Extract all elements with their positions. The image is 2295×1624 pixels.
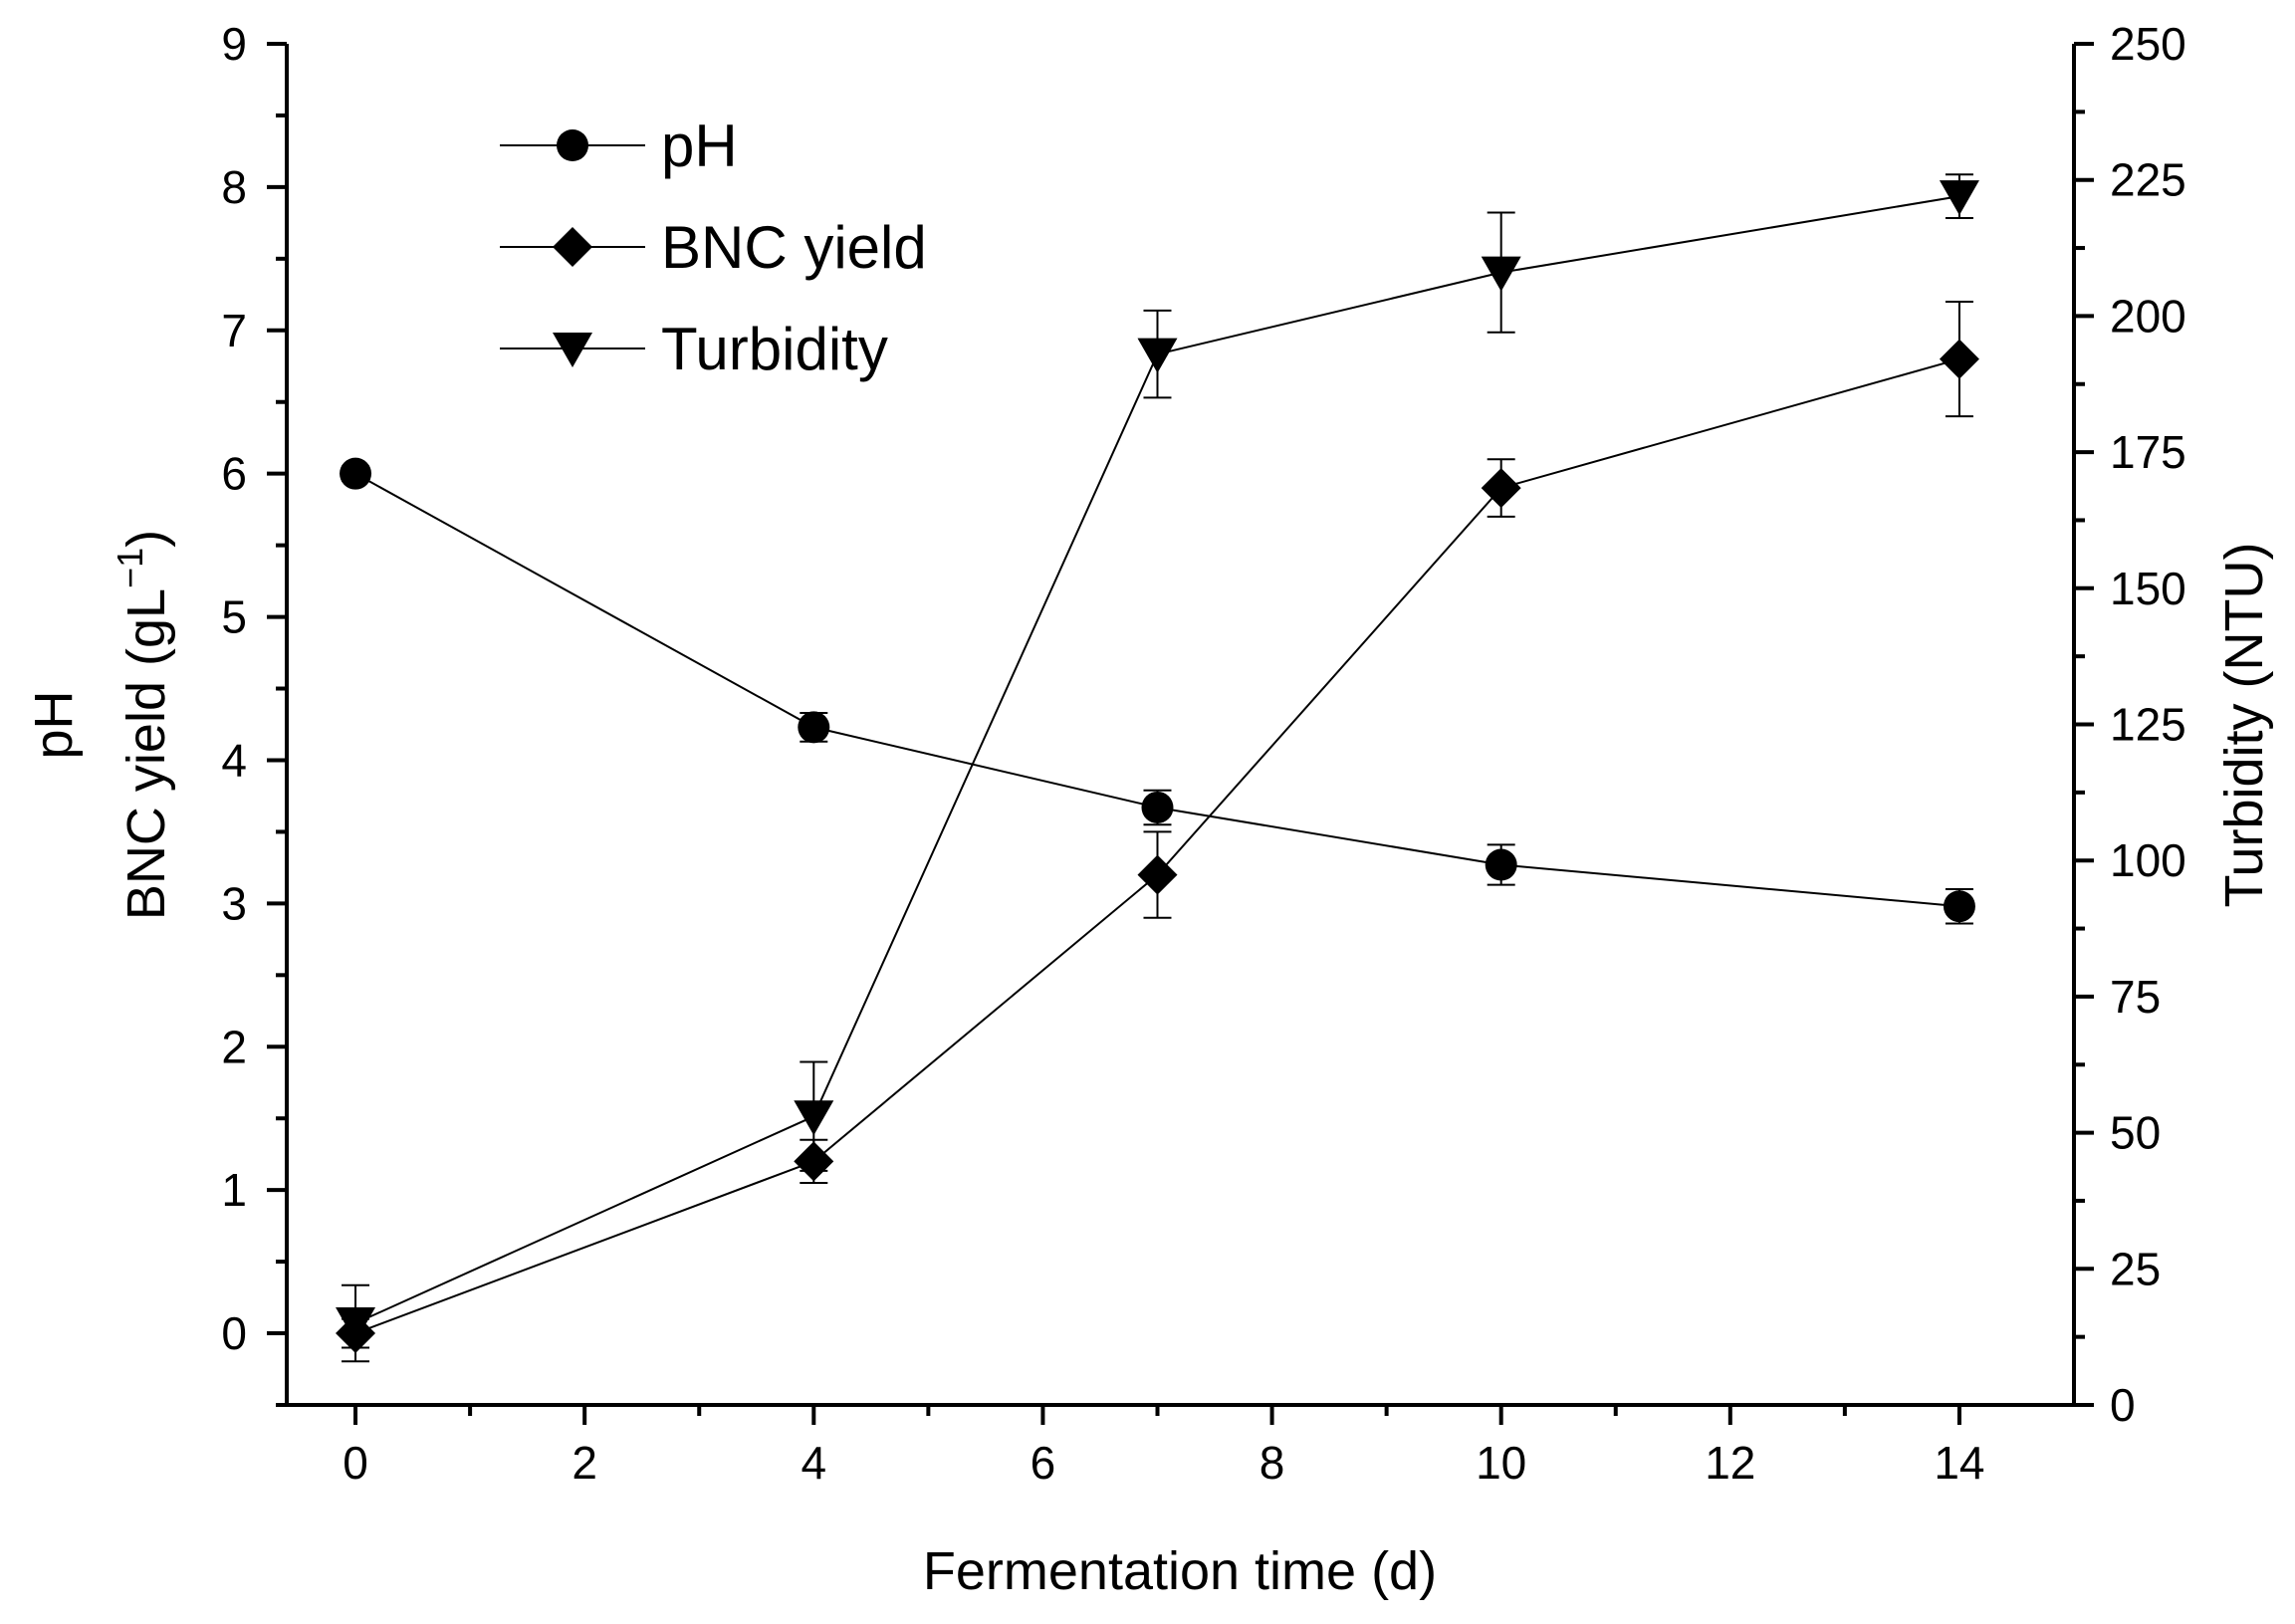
data-point-bnc-yield <box>1137 854 1178 895</box>
x-tick-label: 14 <box>1934 1437 1984 1489</box>
left-y-axis-title-bnc-main: BNC yield (gL <box>116 588 176 920</box>
legend-marker-turbidity <box>553 333 592 367</box>
data-point-ph <box>340 457 372 490</box>
left-y-tick-label: 8 <box>221 161 247 213</box>
legend-marker-ph <box>557 129 588 161</box>
right-y-tick-label: 25 <box>2110 1243 2161 1294</box>
right-y-tick-label: 250 <box>2110 18 2186 70</box>
data-point-ph <box>1141 791 1174 823</box>
data-point-turbidity <box>336 1306 376 1342</box>
axis-tick-labels: 0 2 4 6 8 10 12 1401234567890255075100125150175… <box>221 18 2185 1489</box>
legend-label-turbidity: Turbidity <box>661 316 888 382</box>
data-point-turbidity <box>1137 338 1178 373</box>
data-point-bnc-yield <box>1939 339 1979 379</box>
legend-label-bnc-yield: BNC yield <box>661 214 927 281</box>
x-tick-label: 2 <box>572 1437 597 1489</box>
x-tick-label: 6 <box>1031 1437 1056 1489</box>
left-y-tick-label: 3 <box>221 877 247 929</box>
right-y-tick-label: 225 <box>2110 154 2186 206</box>
left-y-axis-title-bnc: BNC yield (gL−1) <box>110 530 176 920</box>
right-y-tick-label: 100 <box>2110 834 2186 886</box>
left-y-tick-label: 7 <box>221 305 247 356</box>
left-y-axis-title-bnc-close: ) <box>116 530 176 548</box>
left-y-tick-label: 2 <box>221 1021 247 1072</box>
data-point-ph <box>798 711 830 744</box>
left-y-tick-label: 6 <box>221 448 247 500</box>
axis-ticks <box>267 42 2094 1425</box>
left-y-tick-label: 9 <box>221 18 247 70</box>
x-tick-label: 10 <box>1476 1437 1526 1489</box>
x-tick-label: 4 <box>801 1437 826 1489</box>
data-point-bnc-yield <box>1481 468 1521 509</box>
right-y-axis-title: Turbidity (NTU) <box>2214 542 2274 907</box>
legend: pH BNC yield Turbidity <box>500 113 927 382</box>
left-y-tick-label: 4 <box>221 734 247 786</box>
plot-area <box>336 173 1979 1363</box>
left-y-tick-label: 0 <box>221 1307 247 1359</box>
data-point-ph <box>1485 848 1517 881</box>
legend-label-ph: pH <box>661 113 738 179</box>
right-y-tick-label: 150 <box>2110 563 2186 614</box>
right-y-tick-label: 200 <box>2110 290 2186 342</box>
right-y-tick-label: 75 <box>2110 971 2161 1023</box>
x-tick-label: 8 <box>1260 1437 1285 1489</box>
x-axis-title: Fermentation time (d) <box>923 1541 1437 1601</box>
x-tick-label: 0 <box>343 1437 368 1489</box>
right-y-tick-label: 125 <box>2110 699 2186 751</box>
right-y-tick-label: 50 <box>2110 1107 2161 1159</box>
data-point-turbidity <box>1481 256 1521 292</box>
left-y-tick-label: 1 <box>221 1164 247 1216</box>
data-point-ph <box>1943 890 1975 923</box>
left-y-tick-label: 5 <box>221 591 247 643</box>
left-y-axis-title-ph: pH <box>24 690 84 759</box>
left-y-axis-title-bnc-sup: −1 <box>110 548 150 588</box>
data-point-turbidity <box>1939 180 1979 216</box>
legend-marker-bnc-yield <box>553 227 592 267</box>
x-tick-label: 12 <box>1705 1437 1755 1489</box>
right-y-tick-label: 0 <box>2110 1379 2136 1431</box>
data-point-turbidity <box>794 1100 834 1136</box>
right-y-tick-label: 175 <box>2110 426 2186 478</box>
